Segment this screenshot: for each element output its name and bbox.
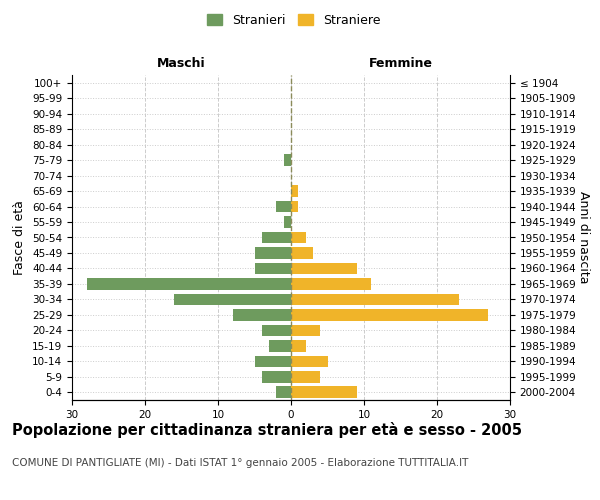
- Bar: [86, 278, 291, 289]
- Bar: [254, 356, 291, 367]
- Bar: [284, 216, 291, 228]
- Legend: Stranieri, Straniere: Stranieri, Straniere: [202, 8, 386, 32]
- Bar: [291, 324, 320, 336]
- Bar: [262, 232, 291, 243]
- Bar: [262, 324, 291, 336]
- Y-axis label: Fasce di età: Fasce di età: [13, 200, 26, 275]
- Bar: [291, 247, 313, 259]
- Bar: [291, 278, 371, 289]
- Bar: [254, 247, 291, 259]
- Text: COMUNE DI PANTIGLIATE (MI) - Dati ISTAT 1° gennaio 2005 - Elaborazione TUTTITALI: COMUNE DI PANTIGLIATE (MI) - Dati ISTAT …: [12, 458, 469, 468]
- Bar: [291, 200, 298, 212]
- Bar: [291, 309, 488, 320]
- Bar: [291, 262, 356, 274]
- Bar: [291, 294, 459, 305]
- Bar: [262, 371, 291, 382]
- Bar: [291, 371, 320, 382]
- Bar: [291, 340, 305, 351]
- Text: Femmine: Femmine: [368, 58, 433, 70]
- Bar: [233, 309, 291, 320]
- Bar: [269, 340, 291, 351]
- Bar: [277, 200, 291, 212]
- Bar: [291, 356, 328, 367]
- Bar: [277, 386, 291, 398]
- Text: Popolazione per cittadinanza straniera per età e sesso - 2005: Popolazione per cittadinanza straniera p…: [12, 422, 522, 438]
- Y-axis label: Anni di nascita: Anni di nascita: [577, 191, 590, 284]
- Bar: [174, 294, 291, 305]
- Text: Maschi: Maschi: [157, 58, 206, 70]
- Bar: [291, 386, 356, 398]
- Bar: [284, 154, 291, 166]
- Bar: [291, 232, 305, 243]
- Bar: [254, 262, 291, 274]
- Bar: [291, 186, 298, 197]
